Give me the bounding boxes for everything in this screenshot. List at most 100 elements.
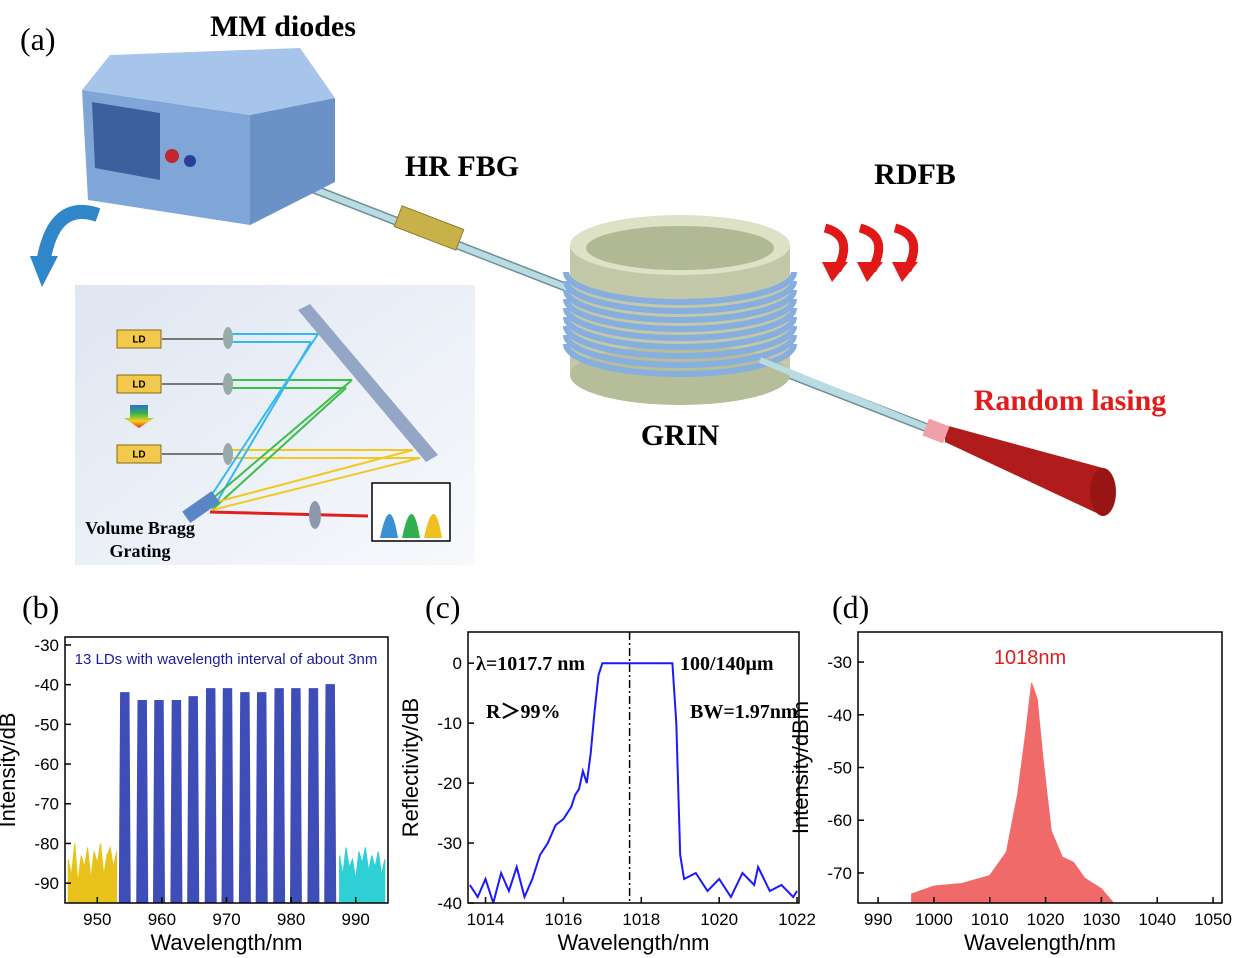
label: MM diodes [210,10,356,43]
diode-box [82,48,335,225]
grin-coil [563,215,942,436]
y-tick-label: 0 [453,654,462,673]
y-tick-label: -30 [34,636,59,655]
x-tick-label: 1014 [467,910,505,929]
inset-part [309,501,321,529]
chart: -30 -40 -50 -60 -70 990 1000 1010 1020 1030 1040 10… [788,589,1232,955]
inset-part [424,514,442,538]
panel-label: (c) [425,589,461,625]
grating-label: Volume Bragg [85,518,195,538]
spectrum-line [469,662,798,903]
y-tick-label: -30 [437,834,462,853]
y-tick-label: -70 [827,864,852,883]
output-beam-part [945,425,1103,516]
panel-a: (a) MM diodes HR FBG RDFB GRIN Random la… [20,10,1166,565]
x-tick-label: 1018 [622,910,660,929]
inset-part [223,373,233,395]
x-tick-label: 980 [277,910,305,929]
curved-arrow-part [37,204,101,260]
inset-part [116,329,162,349]
label: Random lasing [974,384,1167,417]
feedback-arrows [822,223,919,282]
x-tick-label: 990 [342,910,370,929]
x-tick-label: 1030 [1082,910,1120,929]
inset-part-part [204,449,414,506]
chart: -30 -40 -50 -60 -70 -80 -90 950 960 970 980 990 Wave… [0,589,389,955]
panel-label: (d) [832,589,869,625]
ld-label: LD [132,380,145,391]
label: RDFB [874,158,956,191]
annotation: λ=1017.7 nm [476,653,585,675]
inset-part-part [211,341,312,511]
y-axis-label: Intensity/dBm [788,701,813,834]
annotation: 100/140μm [680,653,774,675]
plot-area [67,684,386,903]
plot-frame [467,631,800,904]
x-tick-label: 1016 [544,910,582,929]
diode-box-part [165,149,179,163]
panel-label: (b) [22,589,59,625]
grin-coil-part [758,357,942,436]
chart: 0 -10 -20 -30 -40 1014 1016 1018 1020 1022 Wavelen… [398,589,816,955]
diode-box-part [92,102,160,180]
output-beam [922,418,1116,516]
grin-coil-part [563,271,797,377]
y-tick-label: -80 [34,834,59,853]
y-axis-label: Reflectivity/dB [398,698,423,837]
inset-part [116,374,162,394]
output-beam-part [922,418,950,444]
y-axis-label: Intensity/dB [0,713,20,828]
x-tick-label: 960 [148,910,176,929]
ld-label: LD [132,335,145,346]
annotation: R＞99% [486,701,560,723]
inset-part [298,304,438,462]
y-tick-label: -20 [437,774,462,793]
y-tick-label: -10 [437,714,462,733]
x-tick-label: 1000 [915,910,953,929]
curved-arrow [30,204,101,287]
x-axis-label: Wavelength/nm [150,930,302,955]
grating-label: Grating [110,541,171,561]
annotation: BW=1.97nm [690,701,798,723]
plot-area [469,632,798,903]
output-beam-part [1090,468,1116,516]
feedback-arrows-part [822,262,848,282]
ld-label: LD [132,450,145,461]
plot-area [911,682,1114,903]
y-tick-label: -60 [34,755,59,774]
inset-part-part [211,387,347,511]
inset-part [162,333,421,518]
y-tick-label: -70 [34,795,59,814]
diode-box-part [250,98,335,225]
x-tick-label: 950 [83,910,111,929]
diode-box-part [184,155,196,167]
label: GRIN [641,419,720,452]
x-tick-label: 970 [212,910,240,929]
annotation: 1018nm [994,647,1066,669]
x-axis-label: Wavelength/nm [964,930,1116,955]
spectrum-area [118,684,337,903]
y-tick-label: -40 [34,676,59,695]
panel-label: (a) [20,21,56,57]
feedback-arrows-part [892,262,918,282]
x-tick-label: 1040 [1138,910,1176,929]
x-tick-label: 1022 [778,910,816,929]
fbg [393,205,465,251]
inset-part [116,444,162,464]
inset-part-part [211,457,421,511]
inset-part [182,490,220,524]
y-tick-label: -50 [34,715,59,734]
y-tick-label: -90 [34,874,59,893]
y-tick-label: -40 [827,706,852,725]
diode-box-part [82,48,335,115]
x-tick-label: 1010 [971,910,1009,929]
x-tick-label: 1050 [1194,910,1232,929]
annotation: 13 LDs with wavelength interval of about… [75,651,378,668]
fbg-part [393,205,465,251]
inset-part [402,514,420,538]
inset-part [380,514,398,538]
x-axis-label: Wavelength/nm [557,930,709,955]
y-tick-label: -50 [827,759,852,778]
curved-arrow-part [30,256,58,287]
